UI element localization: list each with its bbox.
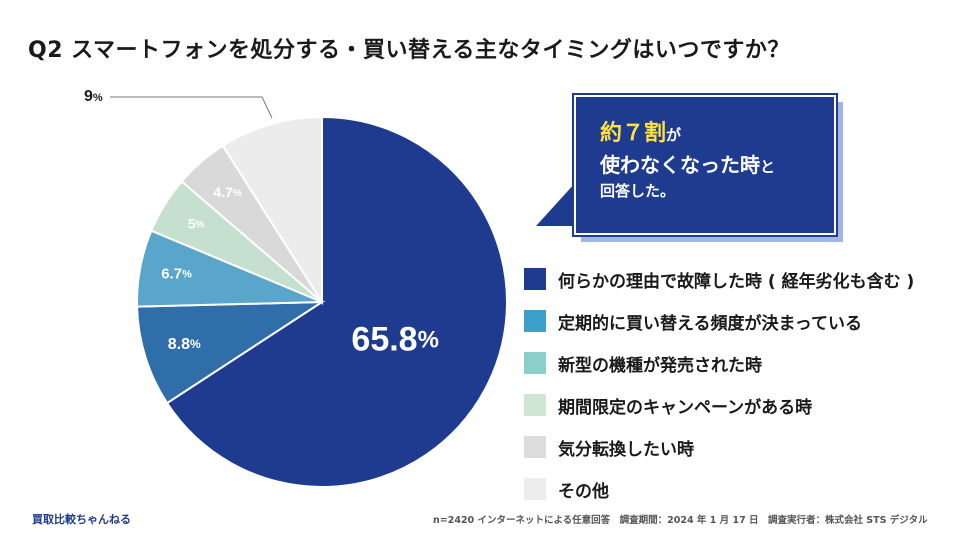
legend-label: 新型の機種が発売された時 [558,355,762,376]
legend-swatch [524,310,546,332]
legend-swatch [524,268,546,290]
slice-value-label: 4.7% [213,184,241,200]
legend-label: 期間限定のキャンペーンがある時 [558,397,813,418]
legend-item: 気分転換したい時 [524,426,914,468]
legend-item: 期間限定のキャンペーンがある時 [524,384,914,426]
outside-label-unit: % [92,92,103,104]
callout-text: 約７割が 使わなくなった時と 回答した。 [600,117,775,203]
slice-value-label: 65.8% [351,321,439,359]
legend-swatch [524,352,546,374]
slice-value-label: 8.8% [168,336,201,353]
legend-item: 新型の機種が発売された時 [524,342,914,384]
legend-item: その他 [524,468,914,510]
outside-label-value: 9 [84,88,93,105]
chart-title: Q2 スマートフォンを処分する・買い替える主なタイミングはいつですか？ [28,38,790,63]
pie-slice [221,115,323,306]
legend-swatch [524,436,546,458]
callout-line2-suffix: と [760,158,776,176]
legend-item: 何らかの理由で故障した時 ( 経年劣化も含む ) [524,258,914,300]
callout-line3: 回答した。 [600,182,676,200]
legend-item: 定期的に買い替える頻度が決まっている [524,300,914,342]
pie-slice [136,300,326,405]
callout-line2-main: 使わなくなった時 [600,153,760,177]
footer-brand: 買取比較ちゃんねる [32,513,131,526]
legend-label: 何らかの理由で故障した時 ( 経年劣化も含む ) [558,271,915,292]
legend-swatch [524,478,546,500]
outside-label-other: 9% [84,88,103,106]
legend-label: その他 [558,481,609,502]
callout-highlight: 約７割 [600,121,667,146]
legend: 何らかの理由で故障した時 ( 経年劣化も含む ) 定期的に買い替える頻度が決まっ… [524,258,914,510]
pie-slices [136,115,508,488]
legend-swatch [524,394,546,416]
outside-label-leader [110,96,273,119]
legend-label: 気分転換したい時 [558,439,694,460]
pie-labels: 65.8% 8.8% 6.7% 5% 4.7% [161,184,439,359]
footer-note: n=2420 インターネットによる任意回答 調査期間：2024 年 1 月 17… [433,515,928,526]
callout-box: 約７割が 使わなくなった時と 回答した。 [574,95,836,235]
callout-line1-suffix: が [666,126,682,144]
callout-line2: 使わなくなった時と [600,150,775,180]
pie-slice [165,115,508,488]
callout-line1: 約７割が [600,117,775,150]
slice-value-label: 6.7% [161,266,192,283]
legend-label: 定期的に買い替える頻度が決まっている [558,313,862,334]
slice-value-label: 5% [188,215,205,231]
